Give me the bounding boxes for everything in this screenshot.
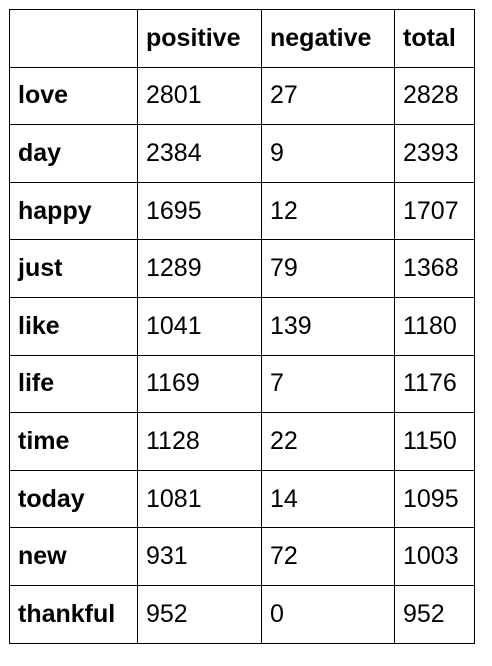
positive-cell: 1041 bbox=[137, 296, 262, 356]
positive-cell: 1289 bbox=[137, 239, 262, 298]
column-header-negative: negative bbox=[261, 9, 395, 68]
row-label: love bbox=[9, 66, 138, 126]
positive-cell: 931 bbox=[137, 527, 262, 586]
total-cell: 2828 bbox=[394, 66, 475, 126]
negative-cell: 14 bbox=[261, 469, 395, 529]
table-row: just 1289 79 1368 bbox=[9, 239, 475, 298]
positive-cell: 1128 bbox=[137, 412, 262, 471]
table-row: new 931 72 1003 bbox=[9, 527, 475, 586]
negative-cell: 79 bbox=[261, 239, 395, 298]
table-row: thankful 952 0 952 bbox=[9, 584, 475, 644]
negative-cell: 139 bbox=[261, 296, 395, 356]
table-row: like 1041 139 1180 bbox=[9, 296, 475, 356]
total-cell: 1150 bbox=[394, 412, 475, 471]
total-cell: 952 bbox=[394, 584, 475, 644]
table-header-row: positive negative total bbox=[9, 9, 475, 68]
positive-cell: 1695 bbox=[137, 181, 262, 241]
row-label: life bbox=[9, 354, 138, 414]
table-row: happy 1695 12 1707 bbox=[9, 181, 475, 241]
row-label: today bbox=[9, 469, 138, 529]
row-label: happy bbox=[9, 181, 138, 241]
table-row: love 2801 27 2828 bbox=[9, 66, 475, 126]
table-row: today 1081 14 1095 bbox=[9, 469, 475, 529]
negative-cell: 0 bbox=[261, 584, 395, 644]
total-cell: 1707 bbox=[394, 181, 475, 241]
total-cell: 1368 bbox=[394, 239, 475, 298]
column-header-total: total bbox=[394, 9, 475, 68]
negative-cell: 12 bbox=[261, 181, 395, 241]
table-row: time 1128 22 1150 bbox=[9, 412, 475, 471]
negative-cell: 7 bbox=[261, 354, 395, 414]
positive-cell: 2801 bbox=[137, 66, 262, 126]
total-cell: 1003 bbox=[394, 527, 475, 586]
row-label: thankful bbox=[9, 584, 138, 644]
total-cell: 1095 bbox=[394, 469, 475, 529]
row-label: time bbox=[9, 412, 138, 471]
word-sentiment-table: positive negative total love 2801 27 2828 da… bbox=[9, 9, 475, 644]
positive-cell: 952 bbox=[137, 584, 262, 644]
total-cell: 2393 bbox=[394, 124, 475, 183]
row-label: just bbox=[9, 239, 138, 298]
row-label: like bbox=[9, 296, 138, 356]
negative-cell: 9 bbox=[261, 124, 395, 183]
total-cell: 1176 bbox=[394, 354, 475, 414]
negative-cell: 27 bbox=[261, 66, 395, 126]
column-header-index bbox=[9, 9, 138, 68]
table-row: day 2384 9 2393 bbox=[9, 124, 475, 183]
positive-cell: 1169 bbox=[137, 354, 262, 414]
column-header-positive: positive bbox=[137, 9, 262, 68]
table-body: love 2801 27 2828 day 2384 9 2393 happy 1695 12 170… bbox=[9, 66, 475, 644]
total-cell: 1180 bbox=[394, 296, 475, 356]
negative-cell: 72 bbox=[261, 527, 395, 586]
positive-cell: 2384 bbox=[137, 124, 262, 183]
negative-cell: 22 bbox=[261, 412, 395, 471]
positive-cell: 1081 bbox=[137, 469, 262, 529]
table-row: life 1169 7 1176 bbox=[9, 354, 475, 414]
row-label: day bbox=[9, 124, 138, 183]
row-label: new bbox=[9, 527, 138, 586]
